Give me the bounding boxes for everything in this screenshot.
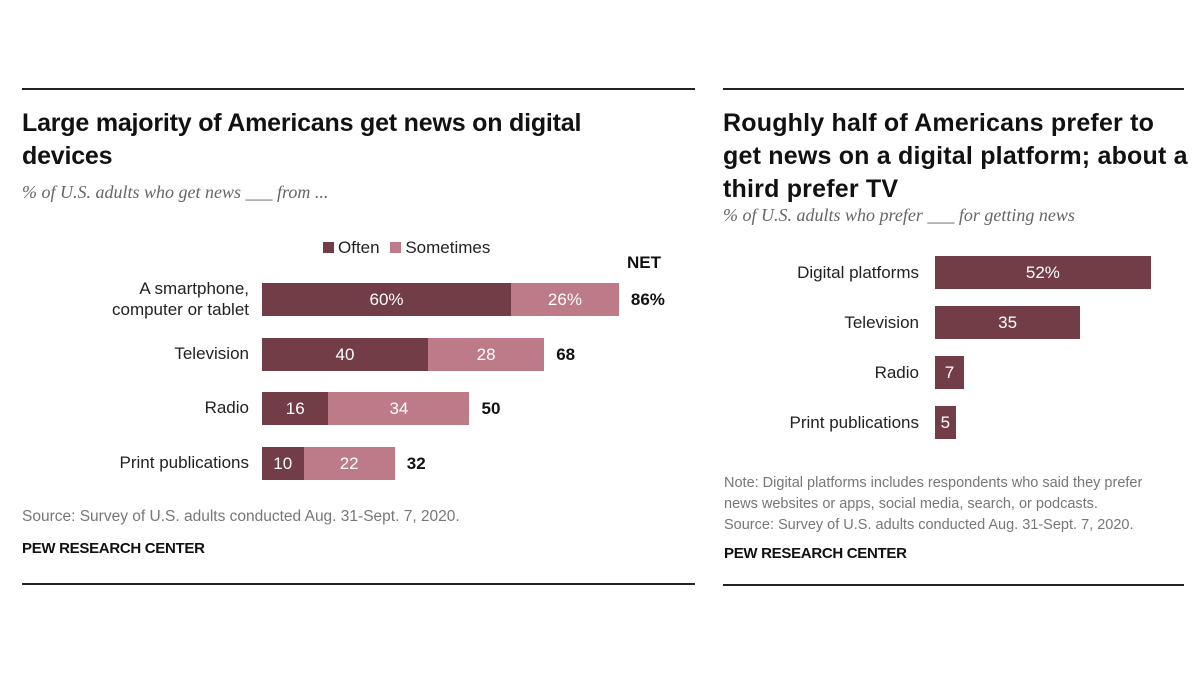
- bar-value-label: 5: [940, 413, 951, 432]
- right-chart-title: Roughly half of Americans prefer to get …: [723, 109, 1188, 203]
- bar: [935, 256, 1151, 289]
- category-label: Television: [844, 313, 919, 332]
- bar-sometimes: [428, 338, 545, 371]
- bar-often: [262, 392, 329, 425]
- category-label: Print publications: [9, 452, 249, 473]
- left-chart-title: Large majority of Americans get news on …: [22, 109, 582, 170]
- bar-value-label: 7: [944, 363, 955, 382]
- bar: [935, 356, 965, 389]
- bar-sometimes: [303, 447, 395, 480]
- bar-value-label: 22: [339, 454, 359, 473]
- right-note-2: news websites or apps, social media, sea…: [724, 496, 1098, 512]
- bar-value-label: 10: [273, 454, 293, 473]
- right-brand: PEW RESEARCH CENTER: [724, 545, 907, 562]
- bar-often: [262, 283, 511, 316]
- bar-sometimes: [328, 392, 470, 425]
- legend-item-often: Often: [323, 238, 380, 257]
- often-swatch: [323, 242, 334, 253]
- right-note-1: Note: Digital platforms includes respond…: [724, 475, 1143, 491]
- bar: [935, 406, 956, 439]
- right-source-note: Source: Survey of U.S. adults conducted …: [724, 517, 1134, 533]
- net-header: NET: [627, 253, 661, 272]
- bar-often: [262, 338, 428, 371]
- category-label: Print publications: [789, 413, 919, 432]
- bar-value-label: 34: [389, 399, 409, 418]
- category-label-line: Radio: [204, 398, 249, 417]
- bar-value-label: 28: [476, 345, 496, 364]
- net-value-label: 32: [406, 454, 426, 473]
- bar-often: [262, 447, 304, 480]
- category-label-line: A smartphone,: [139, 278, 249, 298]
- net-value-label: 68: [556, 345, 576, 364]
- bar-value-label: 26%: [547, 290, 582, 309]
- bar-value-label: 60%: [369, 290, 404, 309]
- net-value-label: 86%: [630, 290, 665, 309]
- category-label: Television: [9, 343, 249, 364]
- category-label: Radio: [9, 397, 249, 418]
- category-label: Digital platforms: [797, 263, 919, 282]
- left-legend: Often Sometimes: [323, 238, 490, 258]
- right-top-rule: [723, 88, 1184, 90]
- legend-item-sometimes: Sometimes: [390, 238, 490, 257]
- right-chart-subtitle: % of U.S. adults who prefer ___ for gett…: [723, 205, 1075, 225]
- left-bottom-rule: [22, 583, 695, 585]
- sometimes-swatch: [390, 242, 402, 253]
- left-top-rule: [22, 88, 695, 90]
- left-chart-subtitle: % of U.S. adults who get news ___ from .…: [22, 182, 329, 202]
- bar-value-label: 16: [285, 399, 305, 418]
- category-label: Radio: [874, 363, 919, 382]
- bar: [935, 306, 1081, 339]
- right-bottom-rule: [723, 584, 1184, 586]
- bar-value-label: 35: [998, 313, 1018, 332]
- left-source-note: Source: Survey of U.S. adults conducted …: [22, 508, 460, 525]
- bar-value-label: 40: [335, 345, 355, 364]
- left-brand: PEW RESEARCH CENTER: [22, 540, 205, 557]
- net-value-label: 50: [481, 399, 501, 418]
- category-label-line: computer or tablet: [111, 299, 249, 319]
- category-label-line: Print publications: [119, 453, 249, 472]
- category-label: A smartphone, computer or tablet: [9, 278, 249, 320]
- category-label-line: Television: [174, 344, 249, 363]
- bar-value-label: 52%: [1025, 263, 1060, 282]
- bar-sometimes: [511, 283, 619, 316]
